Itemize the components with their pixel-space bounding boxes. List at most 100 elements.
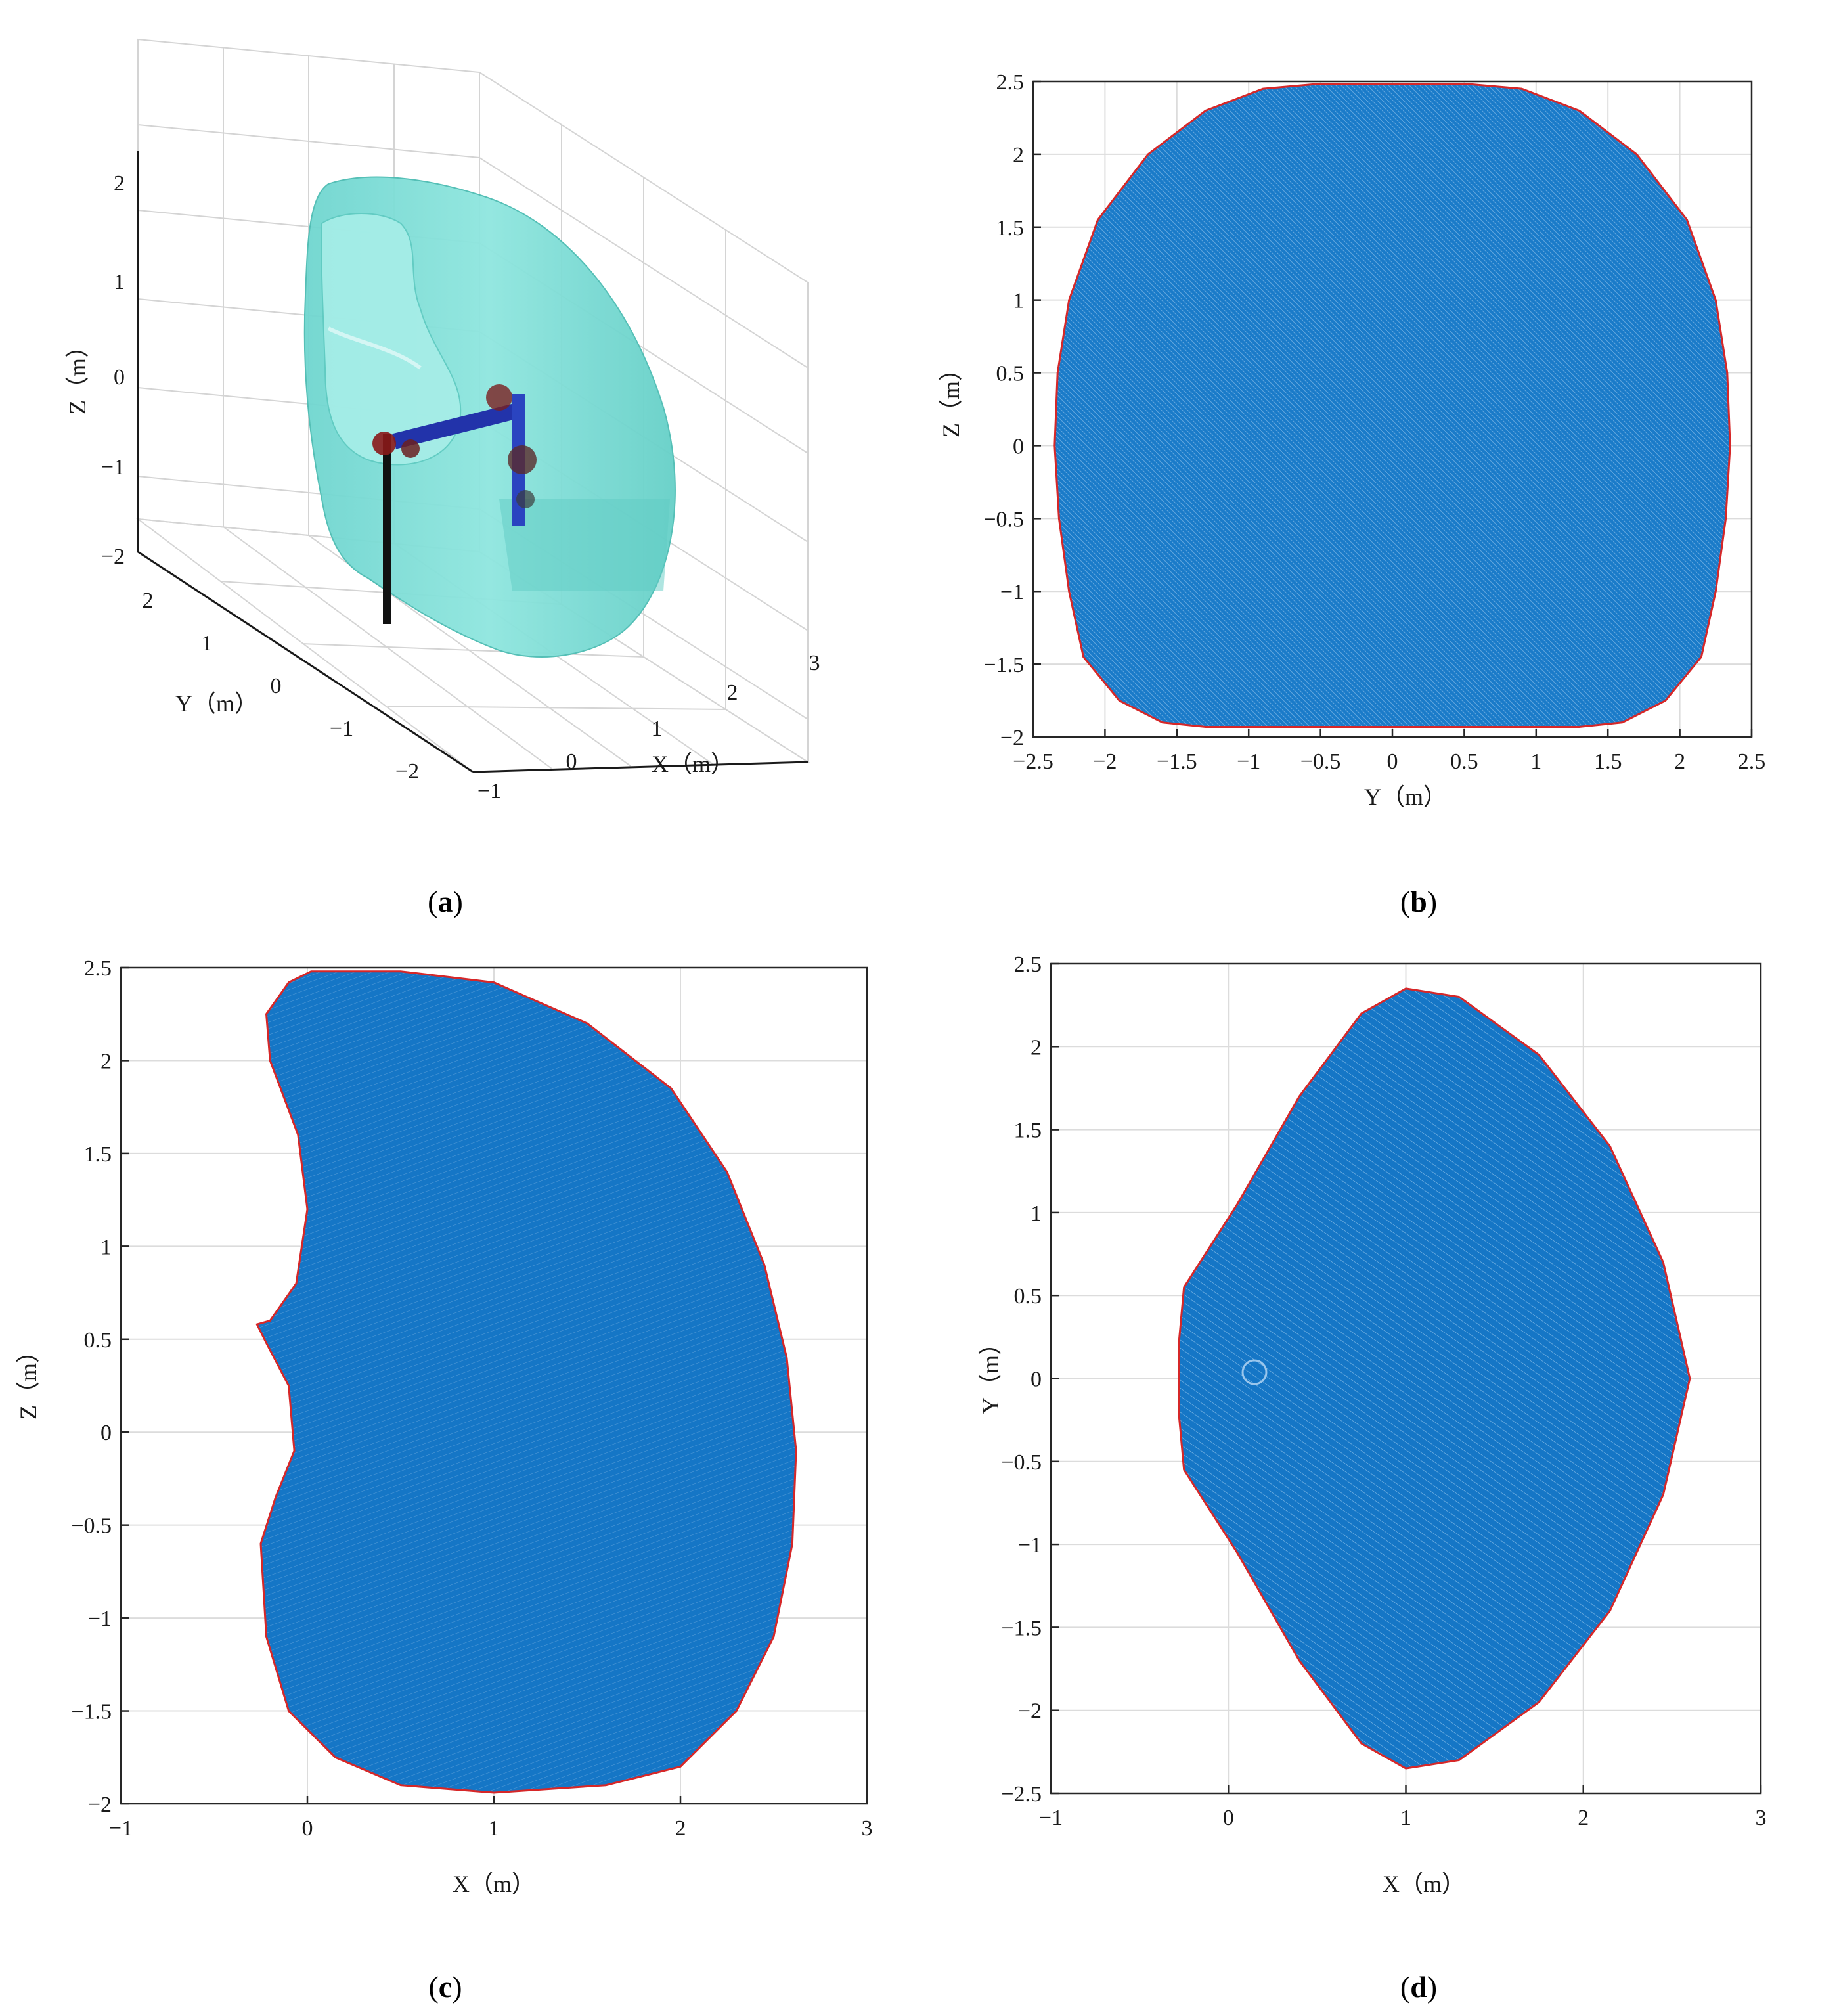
x-tick-label: 2 xyxy=(675,1816,686,1841)
z-tick-label: 2 xyxy=(114,171,125,196)
panel-a-zlabel: Z（m） xyxy=(64,334,91,414)
caption-d: (d) xyxy=(1400,1970,1437,2004)
x-tick-label: 2 xyxy=(727,681,738,705)
y-tick-label: 1.5 xyxy=(84,1142,112,1167)
y-tick-label: −1 xyxy=(1000,580,1024,604)
y-tick-label: −2.5 xyxy=(1001,1782,1042,1806)
panel-d-point-cloud xyxy=(1178,988,1690,1769)
panel-c-point-cloud xyxy=(257,971,797,1793)
y-tick-label: −1.5 xyxy=(71,1700,112,1724)
robot-joint-1 xyxy=(372,432,396,455)
x-tick-label: −2.5 xyxy=(1013,750,1053,774)
y-tick-label: −1 xyxy=(330,717,353,741)
panel-b-yz-projection: −2.5 −2 −1.5 −1 −0.5 0 0.5 1 1.5 2 2.5−2−1.5−1−0.5… xyxy=(938,70,1765,810)
y-tick-label: 2 xyxy=(100,1049,112,1073)
caption-b: (b) xyxy=(1400,885,1437,918)
x-tick-label: −1 xyxy=(109,1816,133,1841)
x-tick-label: 2 xyxy=(1674,750,1685,774)
panel-a-ylabel: Y（m） xyxy=(175,690,258,717)
caption-a: (a) xyxy=(428,885,463,918)
x-tick-label: 3 xyxy=(809,651,820,675)
robot-joint-5 xyxy=(516,490,535,508)
y-tick-label: 2.5 xyxy=(1014,952,1042,977)
y-tick-label: −2 xyxy=(395,759,419,784)
panel-a-xlabel: X（m） xyxy=(652,751,734,777)
y-tick-label: 0.5 xyxy=(84,1328,112,1353)
y-tick-label: 2.5 xyxy=(84,956,112,981)
y-tick-label: −1 xyxy=(88,1607,112,1631)
y-tick-label: 2 xyxy=(1030,1035,1042,1060)
y-tick-label: 1 xyxy=(1030,1201,1042,1226)
x-tick-label: 2.5 xyxy=(1738,750,1766,774)
panel-d-ylabel: Y（m） xyxy=(977,1332,1004,1414)
y-tick-label: 0 xyxy=(1030,1368,1042,1392)
y-tick-label: −0.5 xyxy=(1001,1450,1042,1475)
panel-c-xz-projection: −1 0 1 2 3 −2 −1.5 −1 −0.5 0 0.5 1 1.5 2 2.5 Z（m） X（m） xyxy=(15,956,873,1897)
z-tick-label: −2 xyxy=(101,545,125,569)
x-tick-label: 3 xyxy=(862,1816,873,1841)
panel-c-ylabel: Z（m） xyxy=(15,1339,41,1420)
x-tick-label: 0 xyxy=(566,750,577,774)
x-tick-label: −1 xyxy=(1237,750,1260,774)
robot-arm xyxy=(372,384,537,624)
y-tick-label: −1 xyxy=(1018,1533,1042,1557)
x-tick-label: 0 xyxy=(302,1816,313,1841)
panel-c-xlabel: X（m） xyxy=(453,1871,535,1897)
y-tick-label: −1.5 xyxy=(983,653,1024,677)
panel-b-ylabel: Z（m） xyxy=(938,357,964,437)
robot-joint-2 xyxy=(401,439,420,458)
y-tick-label: 2 xyxy=(1013,143,1024,168)
y-tick-label: −0.5 xyxy=(983,507,1024,531)
x-tick-label: 2 xyxy=(1578,1806,1589,1830)
y-tick-label: −2 xyxy=(88,1793,112,1817)
robot-base xyxy=(383,434,391,624)
y-tick-label: 0.5 xyxy=(996,362,1025,386)
x-tick-label: 0.5 xyxy=(1450,750,1478,774)
x-tick-label: 1 xyxy=(1400,1806,1411,1830)
robot-joint-3 xyxy=(486,384,512,411)
y-tick-label: 2 xyxy=(143,589,154,613)
panel-a-axes xyxy=(137,151,809,773)
x-tick-label: 1 xyxy=(489,1816,500,1841)
y-tick-label: −2 xyxy=(1018,1699,1042,1724)
z-tick-label: 1 xyxy=(114,270,125,294)
panel-b-xlabel: Y（m） xyxy=(1364,784,1447,810)
x-tick-label: 1 xyxy=(652,717,663,741)
x-tick-label: 0 xyxy=(1223,1806,1234,1830)
x-tick-label: −1.5 xyxy=(1157,750,1197,774)
panel-d-xy-projection: −1 0 1 2 3−2.5−2−1.5−1−0.500.511.522.5 Y（m） … xyxy=(977,952,1767,1897)
z-tick-label: 0 xyxy=(114,365,125,390)
z-tick-label: −1 xyxy=(101,455,125,480)
x-tick-label: 1.5 xyxy=(1594,750,1622,774)
y-tick-label: 1.5 xyxy=(996,216,1025,240)
y-tick-label: 1.5 xyxy=(1014,1119,1042,1143)
x-tick-label: −0.5 xyxy=(1300,750,1341,774)
x-tick-label: 3 xyxy=(1756,1806,1767,1830)
y-tick-label: −2 xyxy=(1000,726,1024,750)
y-tick-label: 0 xyxy=(271,674,282,698)
panel-d-origin-marker xyxy=(1241,1359,1268,1385)
x-tick-label: −1 xyxy=(1039,1806,1063,1830)
caption-c: (c) xyxy=(428,1970,462,2004)
x-tick-label: 1 xyxy=(1530,750,1541,774)
y-tick-label: 0 xyxy=(1013,434,1024,459)
panel-a-3d-workspace: −2 −1 0 1 2 −2 −1 0 1 2 −1 0 1 2 3 Z（m） Y（m） X（m） xyxy=(64,38,820,803)
robot-joint-4 xyxy=(508,445,537,474)
y-tick-label: 0.5 xyxy=(1014,1284,1042,1309)
robot-link-1 xyxy=(392,403,518,449)
panel-d-boundary xyxy=(1178,987,1691,1770)
y-tick-label: 2.5 xyxy=(996,70,1025,95)
panel-c-boundary xyxy=(255,970,797,1794)
y-tick-label: 0 xyxy=(100,1421,112,1445)
y-tick-label: 1 xyxy=(1013,289,1024,313)
y-tick-label: −0.5 xyxy=(71,1514,112,1538)
x-tick-label: −2 xyxy=(1093,750,1117,774)
panel-b-boundary xyxy=(1053,83,1731,728)
y-tick-label: 1 xyxy=(100,1235,112,1259)
x-tick-label: −1 xyxy=(477,779,501,803)
y-tick-label: 1 xyxy=(202,631,213,656)
panel-b-point-cloud xyxy=(1054,84,1731,727)
x-tick-label: 0 xyxy=(1387,750,1398,774)
y-tick-label: −1.5 xyxy=(1001,1616,1042,1640)
